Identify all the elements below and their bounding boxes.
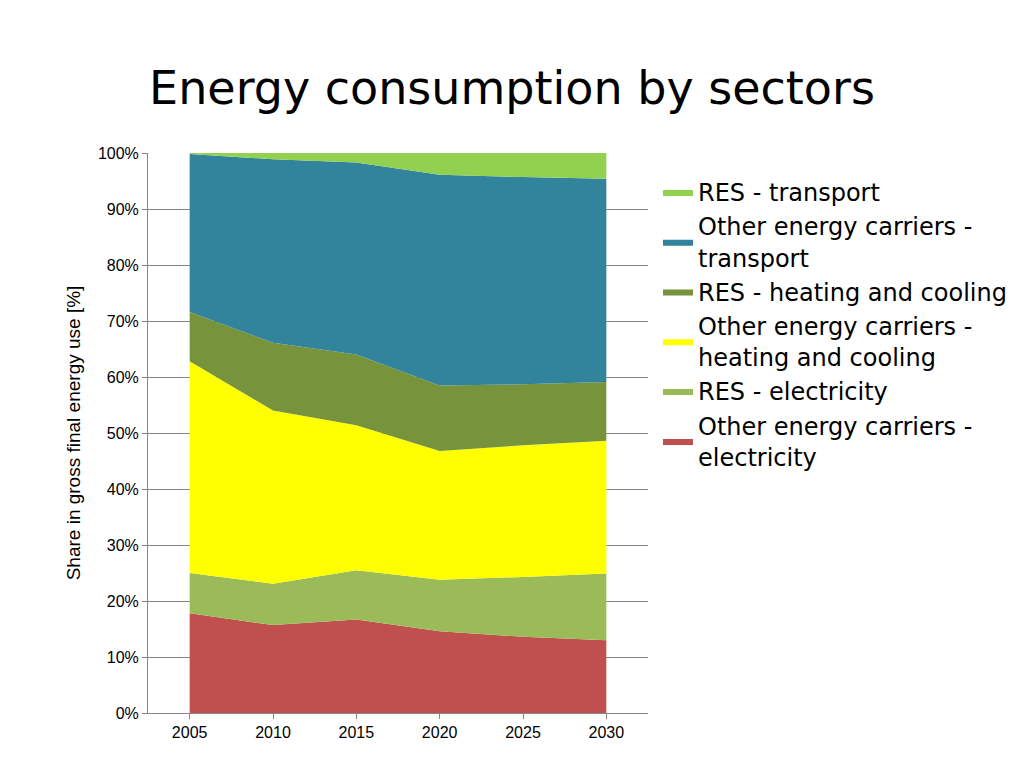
svg-text:Other energy carriers -heating: Other energy carriers -heating and cooli…: [698, 313, 972, 372]
svg-text:90%: 90%: [107, 201, 139, 218]
svg-text:2025: 2025: [505, 724, 541, 741]
svg-text:Other energy carriers -transpo: Other energy carriers -transport: [698, 213, 972, 272]
svg-text:2010: 2010: [255, 724, 291, 741]
svg-text:80%: 80%: [107, 257, 139, 274]
svg-text:30%: 30%: [107, 537, 139, 554]
svg-text:2015: 2015: [339, 724, 375, 741]
svg-text:10%: 10%: [107, 649, 139, 666]
svg-text:100%: 100%: [98, 145, 139, 162]
svg-text:60%: 60%: [107, 369, 139, 386]
svg-text:RES - heating and cooling: RES - heating and cooling: [698, 279, 1007, 307]
svg-text:2020: 2020: [422, 724, 458, 741]
svg-text:RES - transport: RES - transport: [698, 179, 880, 207]
svg-text:20%: 20%: [107, 593, 139, 610]
svg-text:2005: 2005: [172, 724, 208, 741]
svg-text:Energy consumption by sectors: Energy consumption by sectors: [149, 61, 875, 115]
svg-text:0%: 0%: [116, 705, 139, 722]
svg-text:Share in gross final energy us: Share in gross final energy use [%]: [63, 286, 84, 581]
svg-text:70%: 70%: [107, 313, 139, 330]
svg-text:RES - electricity: RES - electricity: [698, 378, 888, 406]
svg-text:40%: 40%: [107, 481, 139, 498]
svg-text:50%: 50%: [107, 425, 139, 442]
svg-text:Other energy carriers -electri: Other energy carriers -electricity: [698, 413, 972, 472]
svg-text:2030: 2030: [589, 724, 625, 741]
